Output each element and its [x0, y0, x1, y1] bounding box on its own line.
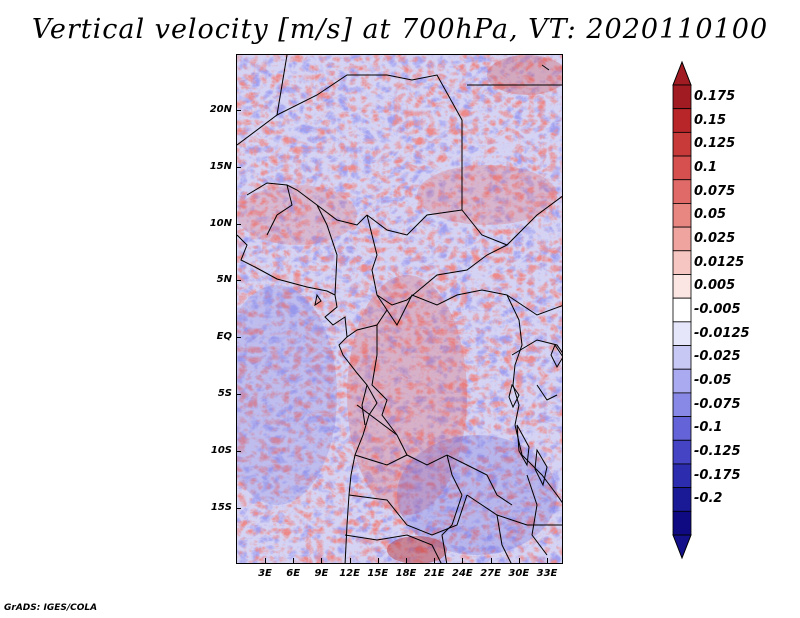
colorbar-label: -0.0125	[694, 325, 750, 341]
latitude-label: EQ	[216, 331, 232, 343]
map-field-svg	[237, 55, 562, 563]
longitude-label: 24E	[452, 568, 473, 579]
longitude-tick	[462, 558, 464, 563]
longitude-label: 9E	[314, 568, 329, 579]
positive-region-west	[237, 185, 357, 245]
colorbar-bin	[672, 297, 692, 323]
longitude-label: 3E	[258, 568, 272, 579]
longitude-tick	[265, 558, 266, 563]
colorbar-label: -0.125	[694, 444, 741, 460]
map-title: Vertical velocity [m/s] at 700hPa, VT: 2…	[31, 14, 769, 45]
colorbar-label: 0.005	[694, 278, 736, 294]
vertical-velocity-map	[236, 54, 563, 564]
latitude-label: 20N	[209, 104, 232, 115]
longitude-label: 30E	[508, 568, 530, 579]
longitude-label: 27E	[480, 568, 501, 579]
longitude-tick	[377, 558, 379, 563]
latitude-label: 15S	[210, 501, 232, 513]
negative-region-south	[397, 435, 557, 555]
colorbar-bin	[672, 179, 692, 204]
colorbar-label: -0.05	[694, 373, 732, 389]
latitude-label: 5S	[217, 388, 232, 399]
colorbar-label: -0.075	[694, 396, 741, 412]
latitude-tick	[236, 394, 241, 395]
colorbar-label: -0.005	[694, 302, 741, 317]
colorbar-bin	[672, 155, 692, 181]
political-borders	[237, 55, 562, 563]
colorbar-bin	[672, 203, 692, 228]
colorbar-bin	[672, 345, 692, 370]
colorbar-label: 0.0125	[694, 254, 745, 270]
colorbar-bin	[672, 131, 692, 157]
colorbar-label: -0.025	[694, 349, 741, 365]
longitude-tick	[518, 558, 520, 563]
colorbar-bin	[672, 108, 692, 133]
colorbar-bin	[672, 321, 692, 346]
longitude-label: 18E	[395, 568, 417, 579]
latitude-tick	[236, 280, 241, 282]
colorbar-bin	[672, 368, 692, 394]
longitude-tick	[406, 558, 407, 563]
longitude-label: 12E	[339, 568, 360, 579]
colorbar-bin	[672, 439, 692, 465]
longitude-label: 21E	[423, 568, 445, 579]
colorbar-bin	[672, 392, 692, 417]
field-positive-noise	[237, 55, 562, 563]
latitude-tick	[236, 337, 241, 339]
latitude-label: 15N	[209, 160, 232, 172]
colorbar-label: 0.15	[694, 112, 727, 128]
longitude-label: 15E	[367, 568, 389, 579]
colorbar	[672, 60, 692, 560]
colorbar-bin	[672, 487, 692, 512]
colorbar-label: -0.2	[694, 491, 723, 507]
longitude-tick	[547, 558, 548, 563]
latitude-tick	[236, 166, 241, 168]
colorbar-label: 0.025	[694, 230, 736, 246]
positive-region-sahel	[417, 165, 557, 225]
colorbar-bin	[672, 463, 692, 489]
colorbar-label: 0.075	[694, 183, 736, 199]
colorbar-label: -0.1	[694, 420, 723, 436]
colorbar-bin	[672, 250, 692, 275]
colorbar-label: 0.125	[694, 136, 736, 152]
colorbar-bin	[672, 510, 692, 536]
longitude-tick	[349, 558, 351, 563]
longitude-tick	[293, 558, 295, 563]
longitude-tick	[434, 558, 436, 563]
latitude-label: 10S	[210, 444, 232, 456]
colorbar-bottom-arrow	[672, 534, 692, 560]
colorbar-bin	[672, 226, 692, 252]
colorbar-label: 0.1	[694, 159, 718, 175]
colorbar-label: 0.05	[694, 207, 727, 223]
colorbar-bin	[672, 416, 692, 441]
longitude-label: 33E	[536, 568, 558, 579]
negative-region-atlantic	[237, 285, 337, 505]
latitude-label: 5N	[216, 274, 232, 286]
longitude-tick	[321, 558, 323, 563]
latitude-label: 10N	[209, 217, 232, 229]
latitude-tick	[236, 450, 241, 452]
latitude-tick	[236, 507, 241, 509]
colorbar-bin	[672, 84, 692, 110]
colorbar-label: -0.175	[694, 467, 741, 483]
colorbar-label: 0.175	[694, 88, 736, 104]
longitude-tick	[490, 558, 492, 563]
latitude-tick	[236, 110, 241, 111]
longitude-label: 6E	[286, 568, 301, 579]
colorbar-top-arrow	[672, 60, 692, 86]
latitude-tick	[236, 223, 241, 225]
positive-region-angola	[387, 536, 447, 563]
colorbar-bin	[672, 274, 692, 299]
grads-credit: GrADS: IGES/COLA	[4, 603, 98, 613]
